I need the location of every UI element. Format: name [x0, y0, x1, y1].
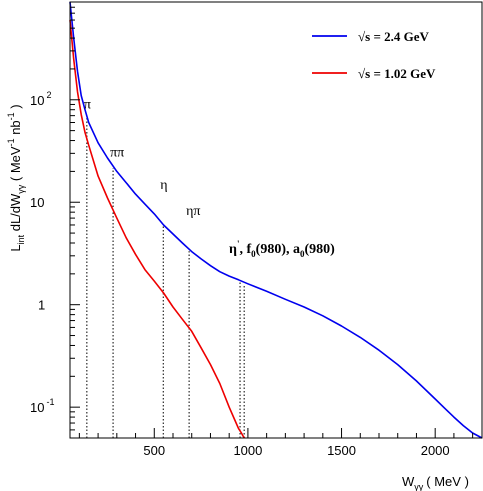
x-tick-label: 1500: [327, 443, 356, 458]
annotation-part: f: [247, 242, 252, 257]
y-axis-label-sub: γγ: [16, 184, 26, 194]
y-tick-base: 10: [30, 93, 44, 108]
x-tick-label: 2000: [421, 443, 450, 458]
y-axis-label-part: dL/dW: [8, 193, 23, 235]
y-tick-exp: -1: [46, 397, 54, 407]
y-axis-label-sup: -1: [6, 112, 16, 120]
annotation-part: (980),: [256, 242, 293, 257]
y-tick-base: 10: [30, 195, 44, 210]
y-axis-label: Lint dL/dWγγ ( MeV-1 nb-1 ): [6, 104, 26, 251]
y-axis-label-part: nb: [8, 120, 23, 138]
y-tick-base: 10: [30, 400, 44, 415]
annotation-label: η', f0(980), a0(980): [229, 239, 335, 259]
annotation-part: ,: [240, 242, 247, 257]
x-tick-label: 500: [143, 443, 165, 458]
legend: √s = 2.4 GeV √s = 1.02 GeV: [312, 29, 436, 81]
y-tick-label: 1: [38, 298, 45, 313]
y-axis-label-part: L: [8, 244, 23, 251]
annotation-part: η: [229, 242, 237, 257]
y-axis-label-sup: -1: [6, 138, 16, 146]
y-axis-label-part: ( MeV: [8, 146, 23, 185]
y-tick-label: 10: [30, 195, 44, 210]
x-tick-label: 1000: [233, 443, 262, 458]
x-axis-label-unit: ( MeV ): [426, 474, 469, 489]
y-axis-label-part: ): [8, 104, 23, 112]
y-tick-label: 10 -1: [30, 397, 54, 415]
annotation-label: ππ: [110, 145, 124, 160]
annotation-label: ηπ: [186, 204, 200, 219]
x-axis-label-main: W: [402, 474, 415, 489]
x-axis-label: Wγγ( MeV ): [402, 474, 469, 491]
legend-label: √s = 2.4 GeV: [358, 29, 429, 44]
annotation-part: a: [293, 242, 300, 257]
plot-frame: [69, 1, 483, 439]
annotation-label: π: [84, 98, 91, 113]
y-tick-label: 10 2: [30, 90, 51, 108]
x-axis-ticks: 500 1000 1500 2000: [78, 428, 474, 458]
chart-series: [69, 1, 483, 439]
series-line-1-02-gev: [69, 19, 246, 439]
annotation-part: ': [237, 239, 240, 249]
annotation-part: 0: [300, 249, 305, 259]
annotation-part: 0: [251, 249, 256, 259]
dotted-marker-lines: [86, 118, 245, 438]
annotation-label: η: [160, 178, 167, 193]
series-line-2-4-gev: [69, 1, 483, 439]
annotation-part: (980): [305, 242, 336, 257]
y-axis-label-sub: int: [16, 234, 26, 244]
x-axis-label-sub: γγ: [414, 482, 424, 491]
y-tick-exp: 2: [46, 90, 51, 100]
y-tick-base: 1: [38, 298, 45, 313]
legend-label: √s = 1.02 GeV: [358, 66, 436, 81]
